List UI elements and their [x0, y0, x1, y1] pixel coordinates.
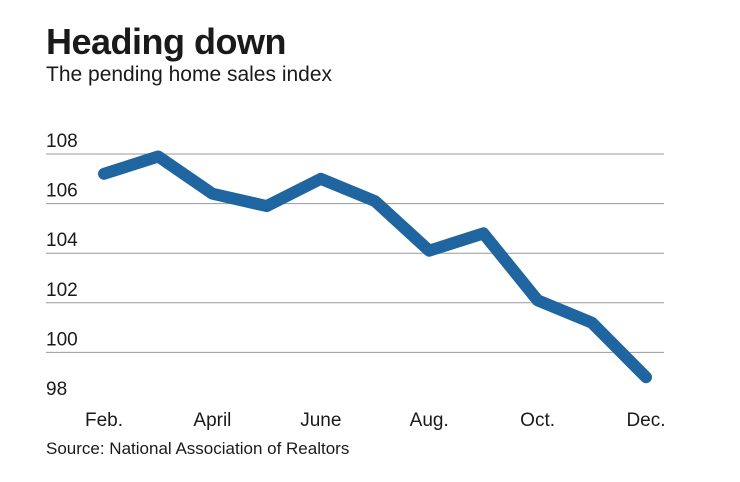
data-point [155, 153, 162, 160]
chart-title: Heading down [46, 21, 287, 62]
y-tick-label: 98 [46, 379, 67, 400]
data-point [263, 203, 270, 210]
series-line [98, 150, 652, 384]
data-point [101, 170, 107, 177]
y-tick-label: 100 [46, 329, 78, 350]
data-point [426, 247, 433, 254]
gridlines [46, 153, 664, 353]
x-tick-label: June [300, 410, 341, 431]
x-tick-label: Dec. [626, 410, 665, 431]
data-point [534, 297, 541, 304]
y-tick-label: 104 [46, 230, 78, 251]
data-point [643, 374, 649, 381]
x-tick-label: Feb. [85, 410, 123, 431]
x-axis-tick-labels: Feb. April June Aug. Oct. Dec. [85, 410, 666, 431]
data-point [372, 198, 378, 205]
x-tick-label: April [193, 410, 231, 431]
series-layer [98, 150, 652, 384]
source-note: Source: National Association of Realtors [46, 439, 350, 458]
chart-subtitle: The pending home sales index [46, 63, 333, 86]
y-axis-tick-labels: 98 100 102 104 106 108 [46, 131, 78, 400]
x-tick-label: Oct. [520, 410, 555, 431]
data-point [588, 319, 595, 326]
y-tick-label: 108 [46, 131, 78, 152]
data-point [209, 190, 216, 197]
data-point [480, 230, 487, 237]
y-tick-label: 106 [46, 181, 78, 202]
data-point [317, 175, 324, 182]
x-tick-label: Aug. [410, 410, 449, 431]
y-tick-label: 102 [46, 280, 78, 301]
